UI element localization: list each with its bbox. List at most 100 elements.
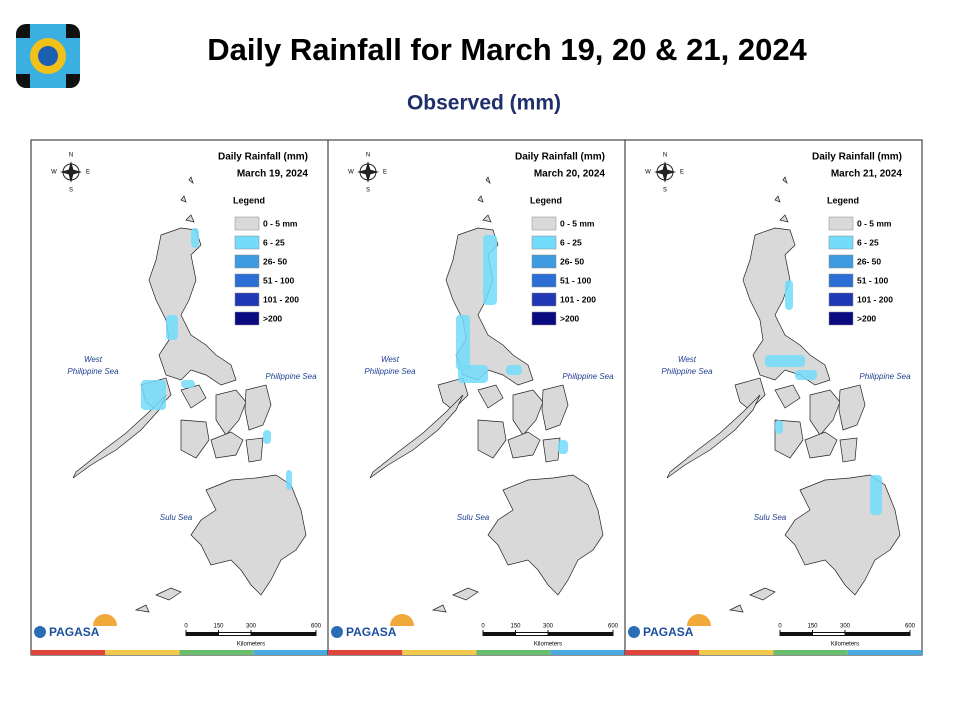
rain-patch <box>765 355 805 367</box>
compass-letter: S <box>69 188 73 194</box>
rain-patch <box>775 420 783 434</box>
scale-bar-segment <box>515 633 548 635</box>
scale-label: 150 <box>510 624 521 630</box>
scale-label: 0 <box>481 624 485 630</box>
rain-patch <box>795 370 817 380</box>
legend-label: 51 - 100 <box>857 275 888 285</box>
rain-patch <box>191 228 199 248</box>
color-strip <box>253 650 328 655</box>
sea-label: Philippine Sea <box>364 367 416 376</box>
legend-title: Legend <box>530 195 562 205</box>
legend-label: 6 - 25 <box>857 237 879 247</box>
compass-letter: N <box>366 153 370 159</box>
scale-label: 300 <box>840 624 851 630</box>
legend-swatch <box>828 235 854 250</box>
legend-label: >200 <box>263 313 282 323</box>
rain-patch <box>506 365 522 375</box>
subtitle: Observed (mm) <box>407 92 561 115</box>
sea-label: Philippine Sea <box>859 372 911 381</box>
title: Daily Rainfall for March 19, 20 & 21, 20… <box>207 32 807 67</box>
logo-umbrella <box>687 614 711 626</box>
map-heading: Daily Rainfall (mm) <box>515 152 605 163</box>
scale-label: 150 <box>213 624 224 630</box>
sea-label: Sulu Sea <box>754 513 787 522</box>
map-date: March 20, 2024 <box>534 169 606 180</box>
scale-unit: Kilometers <box>831 642 859 648</box>
scale-label: 600 <box>608 624 619 630</box>
sea-label: Sulu Sea <box>160 513 193 522</box>
legend-swatch <box>234 273 260 288</box>
panel-frame <box>327 139 626 656</box>
map-heading: Daily Rainfall (mm) <box>812 152 902 163</box>
sea-label: Philippine Sea <box>265 372 317 381</box>
compass-letter: S <box>366 188 370 194</box>
legend-label: 0 - 5 mm <box>857 218 892 228</box>
map-panel: Daily Rainfall (mm) March 21, 2024 Legend 0… <box>624 139 923 656</box>
sea-label: Philippine Sea <box>661 367 713 376</box>
legend-label: 26- 50 <box>263 256 287 266</box>
compass-letter: W <box>51 170 57 176</box>
legend-swatch <box>828 292 854 307</box>
logo-umbrella <box>93 614 117 626</box>
legend-swatch <box>828 311 854 326</box>
logo-text: PAGASA <box>49 625 100 639</box>
color-strip <box>328 650 403 655</box>
legend-label: 6 - 25 <box>263 237 285 247</box>
legend-title: Legend <box>233 195 265 205</box>
sea-label: Sulu Sea <box>457 513 490 522</box>
panel-frame <box>624 139 923 656</box>
compass-letter: E <box>383 170 387 176</box>
sea-label: Philippine Sea <box>562 372 614 381</box>
map-panel: Daily Rainfall (mm) March 19, 2024 Legend 0… <box>30 139 329 656</box>
legend-swatch <box>828 254 854 269</box>
legend-swatch <box>234 235 260 250</box>
rain-patch <box>558 440 568 454</box>
rain-patch <box>263 430 271 444</box>
legend-swatch <box>531 273 557 288</box>
scale-label: 0 <box>184 624 188 630</box>
scale-label: 300 <box>543 624 554 630</box>
map-heading: Daily Rainfall (mm) <box>218 152 308 163</box>
color-strip <box>105 650 180 655</box>
color-strip <box>179 650 254 655</box>
scale-label: 0 <box>778 624 782 630</box>
color-strip <box>625 650 700 655</box>
agency-logo <box>16 24 80 88</box>
legend-label: 0 - 5 mm <box>263 218 298 228</box>
compass-letter: N <box>69 153 73 159</box>
legend-title: Legend <box>827 195 859 205</box>
map-date: March 19, 2024 <box>237 169 309 180</box>
logo-mark <box>34 626 46 638</box>
rain-patch <box>141 380 166 410</box>
legend-label: 26- 50 <box>560 256 584 266</box>
color-strip <box>773 650 848 655</box>
scale-unit: Kilometers <box>237 642 265 648</box>
color-strip <box>699 650 774 655</box>
rain-patch <box>286 470 292 490</box>
legend-swatch <box>234 292 260 307</box>
legend-swatch <box>531 216 557 231</box>
sea-label: West <box>84 355 103 364</box>
legend-swatch <box>234 254 260 269</box>
legend-label: 101 - 200 <box>560 294 596 304</box>
scale-unit: Kilometers <box>534 642 562 648</box>
scale-bar-segment <box>218 633 251 635</box>
logo-umbrella <box>390 614 414 626</box>
rain-patch <box>181 380 195 388</box>
rain-patch <box>458 365 488 383</box>
compass-star <box>654 161 676 183</box>
color-strip <box>847 650 922 655</box>
scale-label: 600 <box>311 624 322 630</box>
panel-frame <box>30 139 329 656</box>
legend-label: 0 - 5 mm <box>560 218 595 228</box>
legend-label: 51 - 100 <box>560 275 591 285</box>
compass-letter: W <box>645 170 651 176</box>
legend-label: >200 <box>560 313 579 323</box>
map-date: March 21, 2024 <box>831 169 903 180</box>
legend-swatch <box>531 235 557 250</box>
color-strip <box>476 650 551 655</box>
legend-swatch <box>531 292 557 307</box>
scale-label: 600 <box>905 624 916 630</box>
rain-patch <box>870 475 882 515</box>
